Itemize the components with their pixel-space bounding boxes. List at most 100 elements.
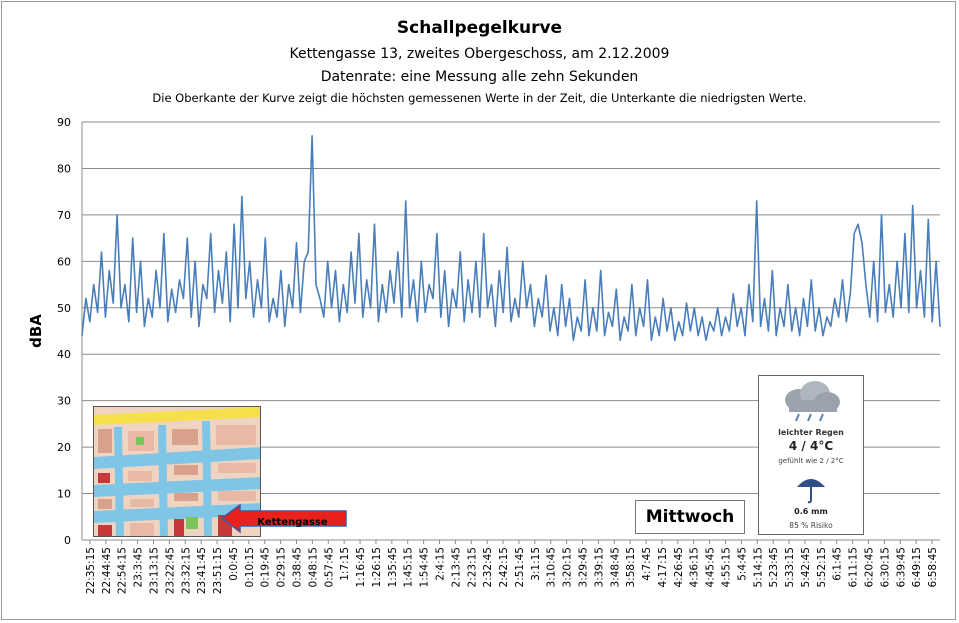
- x-tick-label: 6:49:15: [911, 547, 923, 587]
- data-point: [104, 316, 106, 318]
- data-point: [467, 279, 469, 281]
- data-point: [237, 307, 239, 309]
- data-point: [451, 288, 454, 290]
- x-tick-label: 22:44:45: [101, 547, 113, 594]
- x-tick-label: 3:39:15: [593, 547, 605, 587]
- data-point: [701, 316, 703, 318]
- data-point: [463, 321, 465, 323]
- data-point: [143, 325, 145, 327]
- x-tick-label: 6:11:15: [848, 547, 860, 587]
- x-tick-label: 0:0:45: [228, 547, 240, 581]
- x-tick-label: 5:14:15: [752, 547, 764, 587]
- data-point: [479, 316, 481, 318]
- y-tick-label: 40: [57, 348, 71, 361]
- data-point: [565, 325, 567, 327]
- x-tick-label: 4:55:15: [721, 547, 733, 587]
- data-point: [253, 316, 255, 318]
- data-point: [319, 297, 321, 300]
- data-point: [884, 311, 887, 313]
- data-point: [514, 297, 516, 300]
- y-tick-label: 60: [57, 255, 71, 268]
- y-tick-label: 80: [57, 162, 71, 175]
- data-point: [217, 270, 220, 272]
- data-point: [650, 339, 653, 341]
- data-point: [444, 270, 446, 272]
- day-label: Mittwoch: [635, 500, 745, 534]
- data-point: [331, 307, 333, 309]
- data-point: [128, 321, 130, 323]
- data-point: [888, 284, 890, 286]
- x-tick-label: 0:19:45: [260, 547, 272, 587]
- data-point: [873, 260, 875, 262]
- data-point: [678, 321, 680, 323]
- data-point: [182, 297, 184, 300]
- data-point: [139, 260, 142, 262]
- data-point: [416, 321, 418, 323]
- data-point: [646, 279, 649, 281]
- data-point: [284, 325, 286, 327]
- data-point: [292, 307, 294, 309]
- data-point: [136, 311, 138, 313]
- data-point: [787, 284, 789, 286]
- data-point: [802, 297, 805, 300]
- data-point: [167, 321, 169, 323]
- weather-temperature: 4 / 4°C: [788, 439, 834, 453]
- data-point: [931, 321, 933, 323]
- data-point: [420, 260, 422, 262]
- data-point: [397, 251, 399, 253]
- data-point: [623, 316, 625, 318]
- data-point: [775, 335, 777, 337]
- x-tick-label: 23:51:15: [212, 547, 224, 594]
- data-point: [912, 205, 914, 207]
- data-point: [490, 284, 493, 286]
- x-tick-label: 1:54:45: [419, 547, 431, 587]
- data-point: [366, 279, 368, 281]
- data-point: [592, 307, 594, 309]
- data-point: [779, 307, 781, 309]
- data-point: [526, 307, 528, 309]
- data-point: [498, 270, 500, 272]
- data-point: [557, 335, 559, 337]
- data-point: [795, 307, 797, 309]
- data-point: [806, 325, 809, 327]
- series-line: [81, 135, 941, 342]
- data-point: [315, 284, 317, 286]
- data-point: [916, 307, 918, 309]
- data-point: [245, 297, 247, 300]
- data-point: [639, 307, 641, 309]
- x-tick-label: 23:41:45: [196, 547, 208, 594]
- data-point: [732, 293, 734, 295]
- data-point: [541, 316, 543, 318]
- data-point: [748, 284, 750, 286]
- data-point: [163, 232, 165, 235]
- data-point: [221, 302, 223, 304]
- data-point: [100, 251, 103, 253]
- weather-condition: leichter Regen: [778, 428, 844, 437]
- data-point: [752, 321, 754, 323]
- x-tick-label: 2:51:45: [514, 547, 526, 587]
- data-point: [159, 307, 161, 309]
- x-tick-label: 1:7:15: [339, 547, 351, 581]
- data-point: [132, 237, 134, 239]
- data-point: [756, 200, 758, 202]
- data-point: [717, 307, 719, 309]
- data-point: [865, 284, 867, 286]
- x-tick-label: 1:26:15: [371, 547, 383, 587]
- data-point: [654, 316, 656, 318]
- data-point: [299, 311, 301, 313]
- data-point: [362, 316, 364, 318]
- data-point: [506, 246, 508, 248]
- data-point: [97, 311, 99, 313]
- data-point: [475, 260, 477, 262]
- data-point: [229, 321, 231, 323]
- data-point: [471, 311, 473, 313]
- data-point: [877, 321, 879, 323]
- x-tick-label: 3:20:15: [562, 547, 574, 587]
- map-arrow-label: Kettengasse: [257, 517, 328, 528]
- data-point: [607, 311, 610, 313]
- x-tick-label: 0:10:15: [244, 547, 256, 587]
- data-point: [171, 288, 173, 290]
- data-point: [175, 311, 177, 313]
- data-point: [249, 260, 251, 262]
- data-point: [662, 297, 664, 300]
